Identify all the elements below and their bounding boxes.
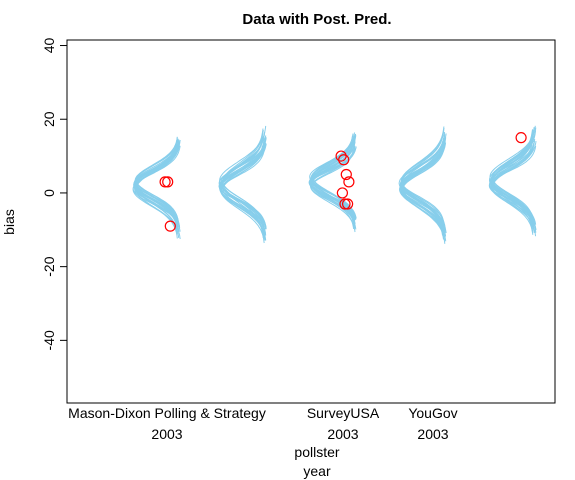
data-point: [337, 188, 347, 198]
data-point: [163, 177, 173, 187]
plot-box: [67, 40, 555, 403]
y-tick-label: 0: [41, 189, 57, 197]
x-group-year-label: 2003: [151, 426, 182, 442]
x-group-year-label: 2003: [417, 426, 448, 442]
posterior-curves: [133, 126, 536, 244]
data-point: [160, 177, 170, 187]
x-group-label: Mason-Dixon Polling & Strategy: [68, 405, 266, 421]
x-group-label: YouGov: [408, 405, 457, 421]
posterior-curve: [221, 132, 265, 240]
x-group-label: SurveyUSA: [307, 405, 380, 421]
x-group-year-label: 2003: [327, 426, 358, 442]
y-tick-label: 40: [41, 38, 57, 54]
x-axis-label-pollster: pollster: [294, 444, 339, 460]
chart-title: Data with Post. Pred.: [242, 11, 391, 28]
data-point: [516, 133, 526, 143]
data-points: [160, 133, 526, 231]
y-axis: 40 20 0 -20 -40: [41, 38, 67, 351]
y-tick-label: 20: [41, 111, 57, 127]
y-tick-label: -40: [41, 330, 57, 350]
x-axis-label-year: year: [303, 463, 331, 479]
y-axis-label: bias: [1, 209, 17, 235]
x-group-labels: Mason-Dixon Polling & Strategy 2003 Survey…: [68, 405, 457, 442]
y-tick-label: -20: [41, 256, 57, 276]
posterior-curve: [491, 127, 534, 231]
